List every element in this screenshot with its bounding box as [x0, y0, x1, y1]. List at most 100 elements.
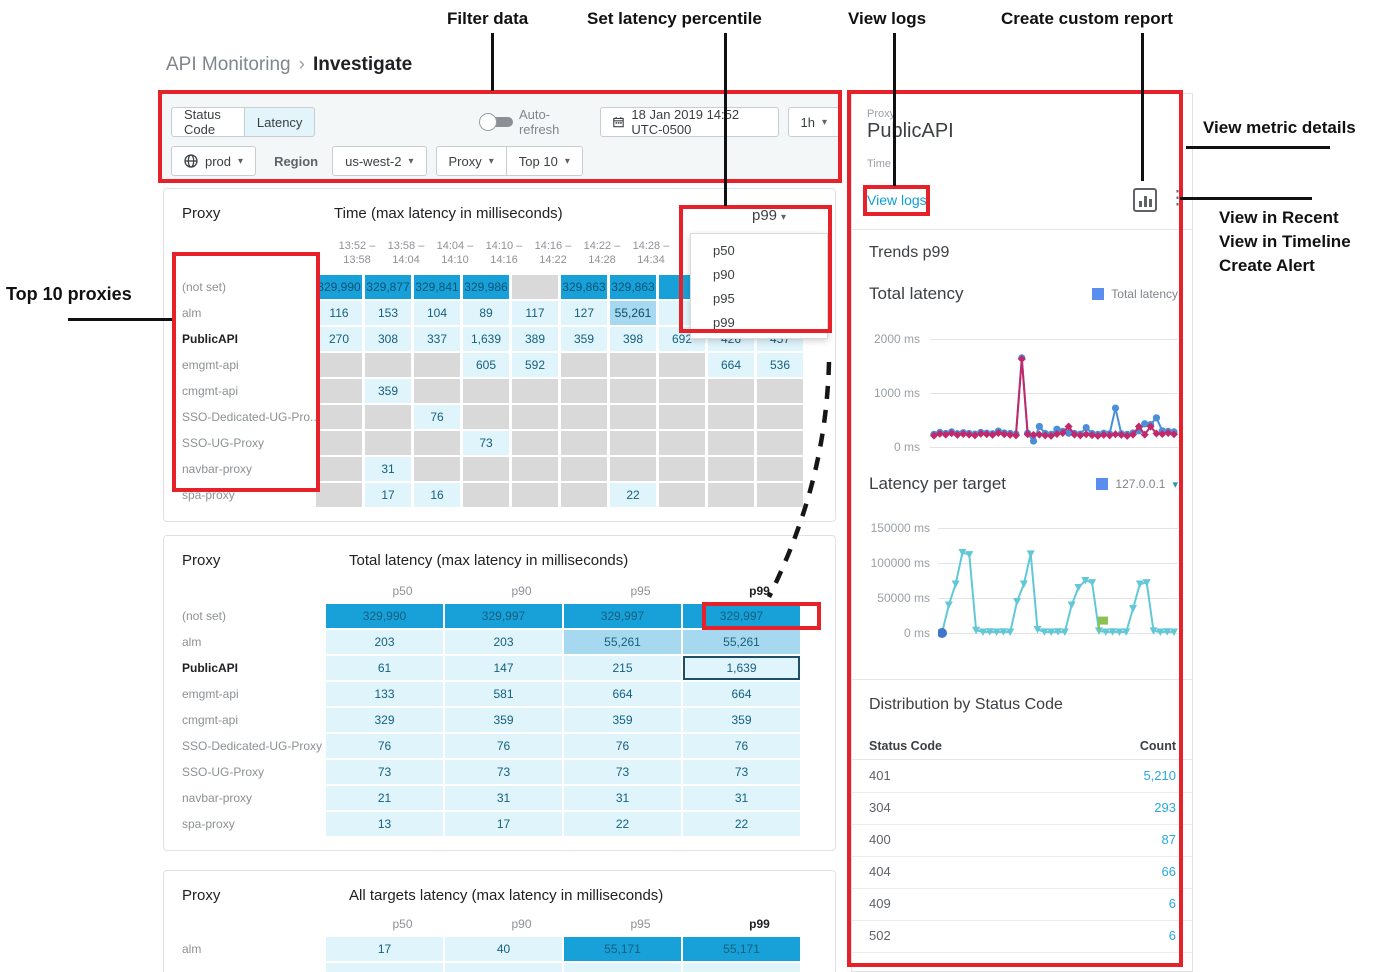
heatmap-cell[interactable]: 31: [365, 457, 411, 481]
table-cell[interactable]: 76: [326, 734, 443, 758]
heatmap-cell[interactable]: [561, 431, 607, 455]
status-count-link[interactable]: 87: [1161, 832, 1176, 847]
table-cell[interactable]: 22: [683, 812, 800, 836]
heatmap-cell[interactable]: [463, 457, 509, 481]
heatmap-cell[interactable]: 73: [463, 431, 509, 455]
percentile-dropdown[interactable]: p99 ▾: [752, 207, 787, 224]
environment-dropdown[interactable]: prod ▾: [171, 146, 257, 176]
table-cell[interactable]: 55,261: [564, 630, 681, 654]
heatmap-cell[interactable]: [316, 457, 362, 481]
table-cell[interactable]: 13: [326, 812, 443, 836]
heatmap-cell[interactable]: 398: [610, 327, 656, 351]
table-cell[interactable]: 76: [564, 734, 681, 758]
heatmap-cell[interactable]: [659, 431, 705, 455]
heatmap-cell[interactable]: [365, 431, 411, 455]
table-cell[interactable]: 31: [445, 786, 562, 810]
heatmap-cell[interactable]: [610, 379, 656, 403]
percentile-option[interactable]: p90: [713, 266, 735, 282]
heatmap-cell[interactable]: [463, 483, 509, 507]
heatmap-cell[interactable]: [757, 457, 803, 481]
heatmap-cell[interactable]: 17: [365, 483, 411, 507]
heatmap-cell[interactable]: [757, 483, 803, 507]
heatmap-cell[interactable]: [659, 457, 705, 481]
table-cell[interactable]: 73: [564, 760, 681, 784]
table-cell[interactable]: 31: [683, 786, 800, 810]
heatmap-cell[interactable]: 359: [561, 327, 607, 351]
table-cell[interactable]: 215: [564, 656, 681, 680]
breadcrumb-parent[interactable]: API Monitoring: [166, 54, 291, 75]
table-cell[interactable]: 73: [683, 760, 800, 784]
heatmap-cell[interactable]: 153: [365, 301, 411, 325]
table-cell[interactable]: 55,261: [683, 630, 800, 654]
heatmap-cell[interactable]: 337: [414, 327, 460, 351]
proxy-dropdown[interactable]: Proxy ▾: [435, 146, 507, 176]
heatmap-cell[interactable]: 22: [610, 483, 656, 507]
heatmap-cell[interactable]: [708, 457, 754, 481]
table-cell[interactable]: 61: [326, 656, 443, 680]
heatmap-cell[interactable]: [463, 379, 509, 403]
table-cell[interactable]: 76: [445, 734, 562, 758]
heatmap-cell[interactable]: 329,863: [610, 275, 656, 299]
chevron-down-icon[interactable]: ▾: [1172, 478, 1178, 491]
heatmap-cell[interactable]: 359: [365, 379, 411, 403]
table-cell[interactable]: 55,171: [564, 937, 681, 961]
time-range-dropdown[interactable]: 1h ▾: [787, 107, 841, 137]
heatmap-cell[interactable]: 89: [463, 301, 509, 325]
heatmap-cell[interactable]: [561, 405, 607, 429]
percentile-option[interactable]: p95: [713, 290, 735, 306]
heatmap-cell[interactable]: [561, 353, 607, 377]
heatmap-cell[interactable]: [365, 353, 411, 377]
heatmap-cell[interactable]: [757, 431, 803, 455]
selected-cell[interactable]: 1,639: [683, 656, 800, 680]
heatmap-cell[interactable]: 1,639: [463, 327, 509, 351]
percentile-option[interactable]: p99: [713, 314, 735, 330]
heatmap-cell[interactable]: 329,990: [316, 275, 362, 299]
heatmap-cell[interactable]: 605: [463, 353, 509, 377]
table-cell[interactable]: 203: [326, 630, 443, 654]
table-cell[interactable]: 664: [683, 682, 800, 706]
heatmap-cell[interactable]: [610, 353, 656, 377]
heatmap-cell[interactable]: [316, 405, 362, 429]
heatmap-cell[interactable]: [316, 431, 362, 455]
heatmap-cell[interactable]: [561, 379, 607, 403]
heatmap-cell[interactable]: 329,863: [561, 275, 607, 299]
create-custom-report-button[interactable]: [1133, 188, 1157, 212]
latency-button[interactable]: Latency: [243, 107, 316, 137]
table-cell[interactable]: 664: [564, 682, 681, 706]
region-dropdown[interactable]: us-west-2 ▾: [332, 146, 427, 176]
table-cell[interactable]: [445, 963, 562, 972]
table-cell[interactable]: 581: [445, 682, 562, 706]
heatmap-cell[interactable]: [512, 457, 558, 481]
heatmap-cell[interactable]: 104: [414, 301, 460, 325]
table-cell[interactable]: 329,997: [564, 604, 681, 628]
heatmap-cell[interactable]: 308: [365, 327, 411, 351]
heatmap-cell[interactable]: [610, 457, 656, 481]
table-cell[interactable]: 359: [683, 708, 800, 732]
heatmap-cell[interactable]: [659, 483, 705, 507]
status-code-button[interactable]: Status Code: [171, 107, 245, 137]
table-cell[interactable]: 329,990: [326, 604, 443, 628]
heatmap-cell[interactable]: 127: [561, 301, 607, 325]
percentile-option[interactable]: p50: [713, 242, 735, 258]
heatmap-cell[interactable]: 270: [316, 327, 362, 351]
table-cell[interactable]: 21: [326, 786, 443, 810]
heatmap-cell[interactable]: 117: [512, 301, 558, 325]
table-cell[interactable]: 55,171: [683, 937, 800, 961]
table-cell[interactable]: 31: [564, 786, 681, 810]
heatmap-cell[interactable]: [757, 379, 803, 403]
heatmap-cell[interactable]: [659, 353, 705, 377]
heatmap-cell[interactable]: [659, 379, 705, 403]
status-count-link[interactable]: 5,210: [1143, 768, 1176, 783]
heatmap-cell[interactable]: 116: [316, 301, 362, 325]
heatmap-cell[interactable]: [512, 379, 558, 403]
heatmap-cell[interactable]: [316, 353, 362, 377]
heatmap-cell[interactable]: [512, 431, 558, 455]
heatmap-cell[interactable]: [610, 431, 656, 455]
table-cell[interactable]: 147: [445, 656, 562, 680]
table-cell[interactable]: 73: [445, 760, 562, 784]
heatmap-cell[interactable]: [610, 405, 656, 429]
table-cell[interactable]: [326, 963, 443, 972]
table-cell[interactable]: 133: [326, 682, 443, 706]
heatmap-cell[interactable]: [708, 483, 754, 507]
table-cell[interactable]: 329,997: [445, 604, 562, 628]
